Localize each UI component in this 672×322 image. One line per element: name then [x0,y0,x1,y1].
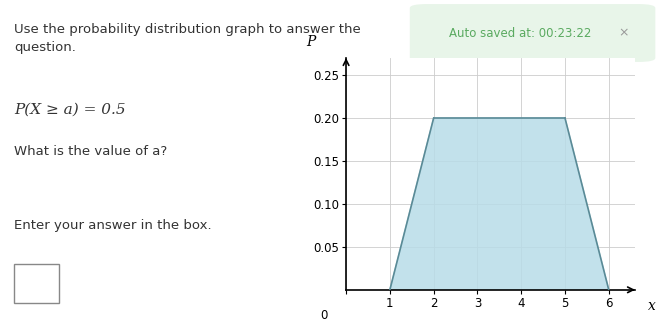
Text: P(X ≥ a) = 0.5: P(X ≥ a) = 0.5 [14,103,126,117]
FancyBboxPatch shape [14,264,59,303]
Y-axis label: P: P [306,35,316,49]
Text: What is the value of a?: What is the value of a? [14,145,167,158]
FancyBboxPatch shape [410,4,655,62]
Text: Use the probability distribution graph to answer the
question.: Use the probability distribution graph t… [14,23,361,53]
Text: Auto saved at: 00:23:22: Auto saved at: 00:23:22 [449,26,591,40]
Text: Enter your answer in the box.: Enter your answer in the box. [14,219,212,232]
Polygon shape [390,118,609,290]
Text: 0: 0 [321,309,328,322]
X-axis label: x: x [648,299,657,313]
Text: ×: × [618,26,629,40]
